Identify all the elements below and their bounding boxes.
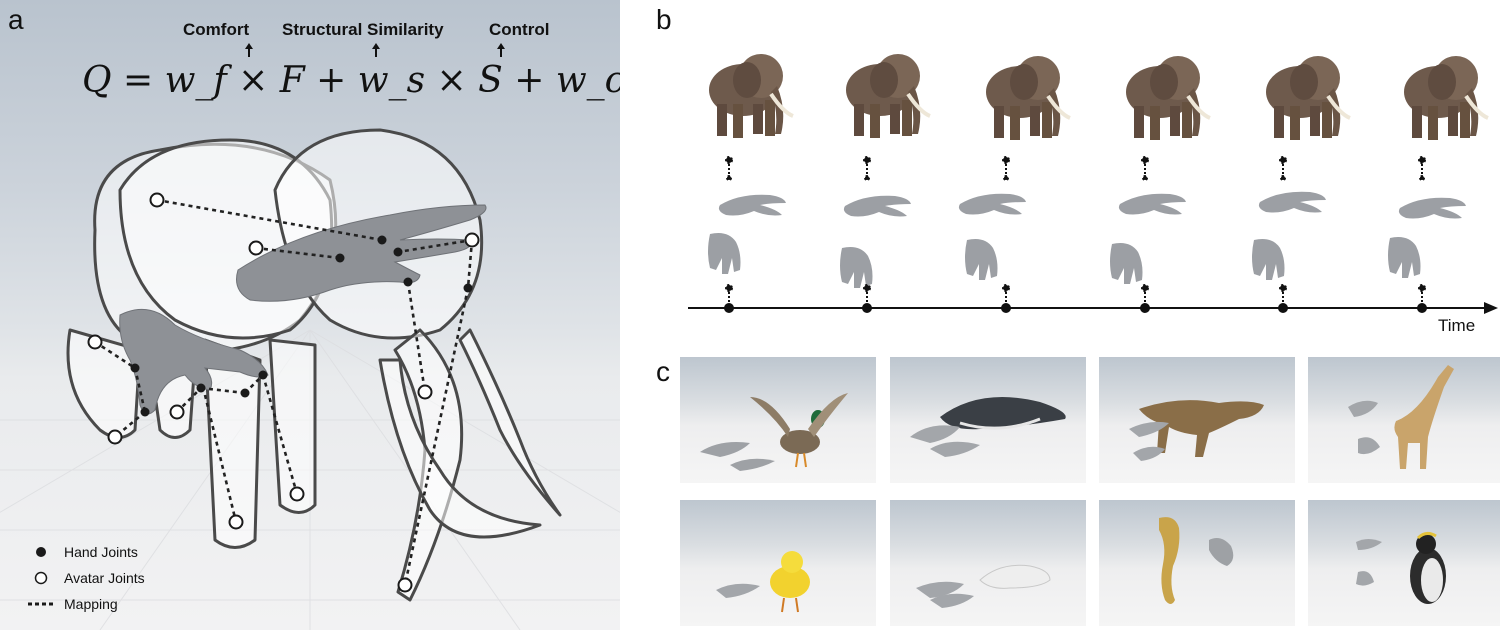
frame-connectors bbox=[725, 156, 1426, 305]
legend-hand-joints: Hand Joints bbox=[28, 544, 138, 560]
thumbnail-t-rex bbox=[1099, 357, 1295, 483]
comfort-term: Comfort bbox=[183, 20, 250, 39]
hand-joint-markers bbox=[130, 235, 473, 417]
legend-label: Hand Joints bbox=[64, 544, 138, 560]
giraffe-icon bbox=[1348, 365, 1454, 469]
hand-frames bbox=[708, 191, 1466, 288]
thumbnail-giraffe bbox=[1308, 357, 1500, 483]
panel-c-letter: c bbox=[656, 356, 670, 387]
panel-b-letter: b bbox=[656, 4, 672, 35]
penguin-icon bbox=[1356, 531, 1446, 604]
timeline-figure bbox=[688, 52, 1498, 314]
legend-label: Avatar Joints bbox=[64, 570, 145, 586]
hollow-circle-icon bbox=[28, 571, 54, 585]
panel-a-illustration bbox=[0, 128, 620, 630]
avatar-joint-markers bbox=[87, 192, 480, 593]
thumbnail-penguin bbox=[1308, 500, 1500, 626]
seal-icon bbox=[916, 564, 1051, 608]
thumbnail-duck bbox=[680, 357, 876, 483]
filled-dot-icon bbox=[28, 545, 54, 559]
thumbnail-whale bbox=[890, 357, 1086, 483]
control-term: Control bbox=[489, 20, 550, 39]
t-rex-icon bbox=[1129, 400, 1264, 461]
legend-mapping: Mapping bbox=[28, 596, 118, 612]
seahorse-icon bbox=[1159, 517, 1234, 604]
legend-avatar-joints: Avatar Joints bbox=[28, 570, 145, 586]
quality-formula: Q = w_f × F + w_s × S + w_c × C bbox=[82, 60, 620, 101]
comfort-arrow-icon bbox=[245, 43, 253, 57]
whale-icon bbox=[910, 397, 1066, 457]
time-axis-label: Time bbox=[1438, 316, 1476, 335]
thumbnail-seal bbox=[890, 500, 1086, 626]
time-axis bbox=[688, 302, 1498, 314]
elephant-frames bbox=[707, 52, 1490, 142]
panel-a: a Comfort Structural Similarity Control … bbox=[0, 0, 620, 630]
hand-shapes bbox=[119, 204, 487, 415]
thumbnail-seahorse bbox=[1099, 500, 1295, 626]
duck-icon bbox=[700, 393, 848, 471]
structural-arrow-icon bbox=[372, 43, 380, 57]
structural-similarity-term: Structural Similarity bbox=[282, 20, 444, 39]
panel-a-letter: a bbox=[8, 4, 24, 35]
thumbnail-chick bbox=[680, 500, 876, 626]
chick-icon bbox=[716, 551, 810, 613]
control-arrow-icon bbox=[497, 43, 505, 57]
legend-label: Mapping bbox=[64, 596, 118, 612]
dotted-line-icon bbox=[28, 597, 54, 611]
